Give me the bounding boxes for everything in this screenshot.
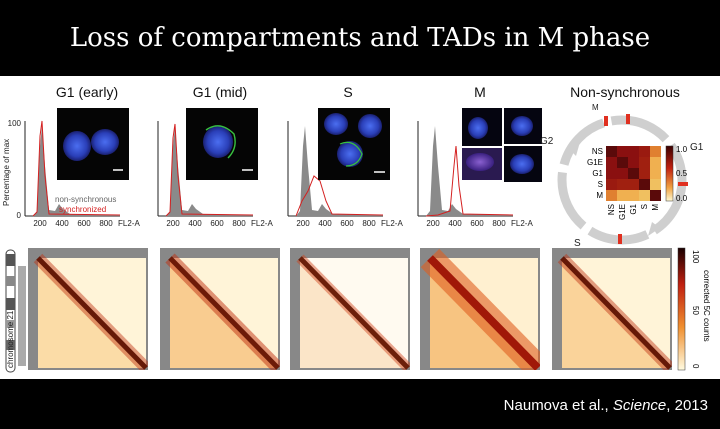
heatmap-m	[420, 248, 540, 370]
cycle-mark	[626, 114, 630, 124]
cycle-mark	[678, 182, 688, 186]
svg-text:M: M	[651, 204, 660, 211]
svg-text:400: 400	[188, 219, 202, 228]
svg-text:0: 0	[691, 364, 700, 369]
svg-text:400: 400	[318, 219, 332, 228]
chromosome-label: chromosome 21	[6, 310, 15, 368]
xtick: 400	[55, 219, 69, 228]
cycle-mark	[604, 116, 608, 126]
citation: Naumova et al., Science, 2013	[504, 397, 708, 414]
chromosome-ideogram	[5, 249, 26, 373]
cycle-mark	[618, 234, 622, 244]
citation-authors: Naumova et al.,	[503, 397, 609, 414]
svg-text:M: M	[596, 191, 603, 200]
svg-text:200: 200	[166, 219, 180, 228]
correlation-matrix: NS G1E G1 S M NS G1E G1 S M	[587, 146, 661, 220]
cell-nucleus	[324, 113, 348, 135]
citation-year: , 2013	[666, 397, 708, 414]
cycle-label-g2: G2	[540, 136, 554, 147]
sync-curve	[32, 120, 121, 217]
phase-label-s: S	[343, 84, 353, 100]
histogram-g1-early: 100 0 200 400 600 800 FL2-A non-synchron…	[8, 108, 140, 228]
svg-text:G1E: G1E	[618, 204, 627, 220]
cycle-label-s: S	[574, 238, 581, 248]
svg-text:FL2-A: FL2-A	[511, 219, 533, 228]
matrix-colorbar	[665, 145, 674, 202]
histogram-g1-mid: 200 400 600 800 FL2-A	[157, 108, 273, 228]
xtick: 200	[33, 219, 47, 228]
ytick-0: 0	[17, 211, 22, 220]
histogram-s: 200 400 600 800 FL2-A	[287, 108, 403, 228]
svg-text:S: S	[598, 180, 603, 189]
citation-journal: Science	[612, 397, 667, 414]
heatmap-g1-early	[28, 248, 148, 370]
legend-nonsync: non-synchronous	[55, 195, 116, 204]
svg-text:G1: G1	[592, 169, 603, 178]
cell-nucleus	[337, 141, 363, 167]
svg-text:NS: NS	[592, 147, 603, 156]
svg-text:FL2-A: FL2-A	[251, 219, 273, 228]
heatmap-nonsync	[552, 248, 672, 370]
phase-label-g1-early: G1 (early)	[55, 84, 119, 100]
svg-text:800: 800	[232, 219, 246, 228]
cell-nucleus	[358, 114, 382, 138]
cell-cycle-diagram: M G2 G1 S NS G1E G1 S M NS G1E G1 S M	[540, 103, 704, 248]
heatmap-colorbar: 100 50 0 corrected 5C counts	[677, 247, 711, 371]
figure-panel: G1 (early) G1 (mid) S M Non-synchronous …	[0, 76, 720, 379]
svg-text:0.5: 0.5	[676, 169, 688, 178]
svg-text:600: 600	[210, 219, 224, 228]
heatmap-g1-mid	[160, 248, 280, 370]
svg-text:50: 50	[691, 306, 700, 315]
svg-text:400: 400	[448, 219, 462, 228]
svg-text:NS: NS	[607, 204, 616, 215]
ytick-100: 100	[8, 119, 22, 128]
cell-nucleus	[91, 129, 119, 155]
xtick: 600	[77, 219, 91, 228]
svg-text:0.0: 0.0	[676, 194, 688, 203]
phase-label-g1-mid: G1 (mid)	[192, 84, 248, 100]
svg-text:600: 600	[340, 219, 354, 228]
svg-text:G1: G1	[629, 203, 638, 214]
svg-text:1.0: 1.0	[676, 145, 688, 154]
histogram-m: 200 400 600 800 FL2-A	[417, 108, 542, 228]
phase-label-nonsync: Non-synchronous	[570, 84, 680, 100]
xtick: 800	[99, 219, 113, 228]
footer: Naumova et al., Science, 2013	[0, 379, 720, 429]
svg-text:G1E: G1E	[587, 158, 603, 167]
legend-sync: synchronized	[59, 205, 106, 214]
cell-nucleus	[203, 126, 233, 158]
svg-text:800: 800	[492, 219, 506, 228]
cycle-label-m: M	[592, 103, 599, 112]
histogram-row: 100 0 200 400 600 800 FL2-A non-synchron…	[8, 108, 542, 228]
cell-nucleus	[63, 131, 91, 161]
svg-text:600: 600	[470, 219, 484, 228]
xlabel: FL2-A	[118, 219, 140, 228]
svg-text:800: 800	[362, 219, 376, 228]
heatmap-s	[290, 248, 410, 370]
svg-text:FL2-A: FL2-A	[381, 219, 403, 228]
slide-title: Loss of compartments and TADs in M phase	[69, 23, 651, 53]
svg-text:100: 100	[691, 250, 700, 264]
svg-text:S: S	[640, 204, 649, 209]
colorbar-label: corrected 5C counts	[702, 270, 711, 342]
svg-text:200: 200	[426, 219, 440, 228]
svg-text:200: 200	[296, 219, 310, 228]
nonsync-fill	[33, 126, 120, 216]
cycle-label-g1: G1	[690, 142, 704, 153]
phase-label-m: M	[474, 84, 486, 100]
